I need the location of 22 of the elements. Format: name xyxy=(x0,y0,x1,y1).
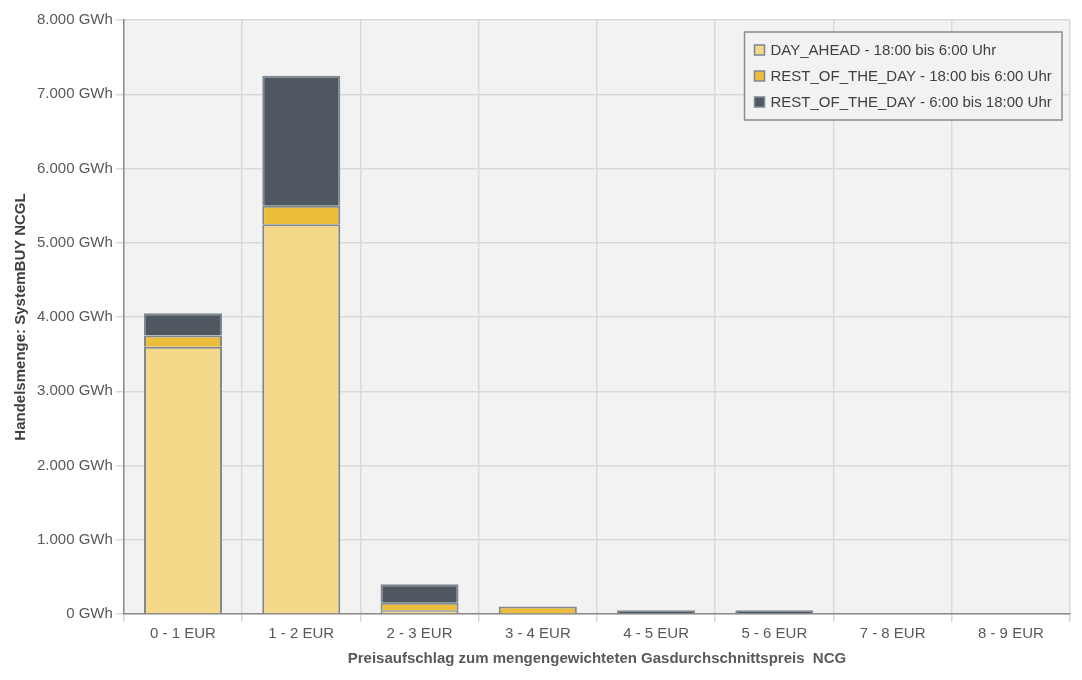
y-axis-title: Handelsmenge: SystemBUY NCGL xyxy=(11,193,29,441)
legend-label: REST_OF_THE_DAY - 18:00 bis 6:00 Uhr xyxy=(770,67,1052,85)
y-tick-label: 6.000 GWh xyxy=(37,158,113,176)
y-tick-label: 3.000 GWh xyxy=(37,381,113,399)
x-tick-label: 0 - 1 EUR xyxy=(150,624,217,642)
y-tick-label: 8.000 GWh xyxy=(37,10,113,28)
legend-label: DAY_AHEAD - 18:00 bis 6:00 Uhr xyxy=(770,41,997,59)
legend-label: REST_OF_THE_DAY - 6:00 bis 18:00 Uhr xyxy=(770,93,1052,111)
y-tick-label: 1.000 GWh xyxy=(37,529,113,547)
y-tick-label: 2.000 GWh xyxy=(37,455,113,473)
x-tick-label: 1 - 2 EUR xyxy=(268,624,335,642)
y-tick-label: 7.000 GWh xyxy=(37,84,113,102)
x-tick-label: 8 - 9 EUR xyxy=(977,624,1044,642)
x-tick-label: 7 - 8 EUR xyxy=(859,624,926,642)
x-tick-label: 2 - 3 EUR xyxy=(386,624,453,642)
x-tick-label: 3 - 4 EUR xyxy=(504,624,571,642)
x-tick-label: 4 - 5 EUR xyxy=(623,624,690,642)
y-tick-label: 5.000 GWh xyxy=(37,232,113,250)
x-tick-label: 5 - 6 EUR xyxy=(741,624,808,642)
y-tick-label: 0 GWh xyxy=(66,604,113,622)
y-tick-label: 4.000 GWh xyxy=(37,307,113,325)
x-axis-title: Preisaufschlag zum mengengewichteten Gasdurchschnittspreis NCG xyxy=(347,649,847,667)
